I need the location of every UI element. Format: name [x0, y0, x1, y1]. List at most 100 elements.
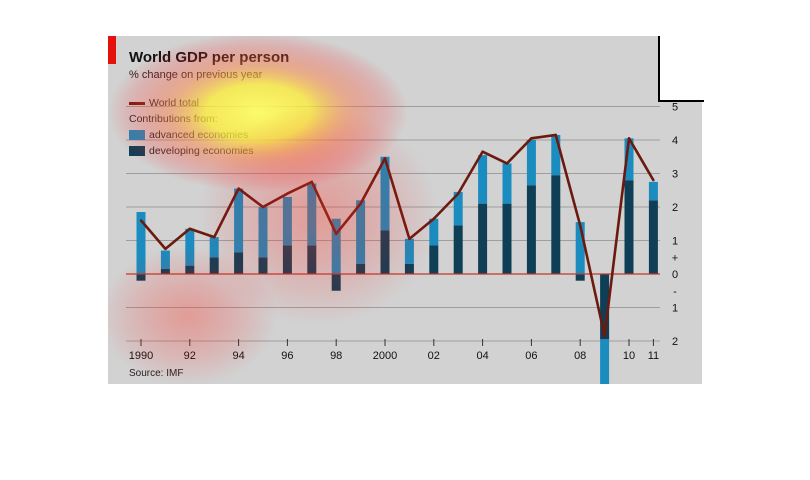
bar-advanced [356, 200, 366, 264]
bar-developing [307, 245, 317, 274]
legend-item-developing: developing economies [129, 144, 329, 158]
bar-developing [624, 180, 634, 274]
legend-label-world-total: World total [149, 97, 199, 109]
x-tick-label: 06 [525, 350, 537, 362]
bar-developing [234, 252, 244, 274]
bar-developing [478, 203, 488, 274]
bar-advanced [136, 212, 146, 274]
legend-item-world-total: World total [129, 96, 329, 110]
y-tick-label: 3 [672, 169, 678, 181]
legend-swatch-advanced [129, 130, 145, 140]
bar-developing [185, 265, 195, 274]
legend-label-advanced: advanced economies [149, 129, 249, 141]
bar-developing [331, 274, 341, 291]
y-tick-label: 4 [672, 135, 678, 147]
corner-frame [658, 36, 704, 102]
world-total-point [627, 137, 631, 140]
x-tick-label: 1990 [129, 350, 153, 362]
world-total-point [139, 219, 143, 222]
chart-title: World GDP per person [129, 49, 290, 66]
y-tick-label: 2 [672, 202, 678, 214]
bar-developing [404, 263, 414, 274]
bar-developing [648, 200, 658, 274]
world-total-point [335, 232, 338, 235]
bar-developing [551, 175, 561, 274]
world-total-point [359, 202, 362, 205]
bar-developing [136, 274, 146, 281]
plot-area: 5 4 3 2 1 +0 - 1 2 1990 92 94 96 98 2000 02 04 06 08 10 11 [126, 102, 678, 384]
bar-advanced [185, 228, 195, 266]
bar-advanced [551, 134, 561, 176]
bar-developing [258, 257, 268, 274]
bar-advanced [624, 138, 634, 181]
bar-developing [575, 274, 585, 281]
legend-group-label: Contributions from: [129, 113, 218, 125]
bar-advanced [575, 222, 585, 274]
bar-advanced [160, 250, 170, 269]
x-tick-label: 10 [623, 350, 635, 362]
world-total-point [530, 137, 533, 140]
bar-developing [209, 257, 219, 274]
x-tick-label: 92 [184, 350, 196, 362]
world-total-point [164, 247, 167, 251]
accent-tag [108, 36, 116, 64]
world-total-point [286, 192, 289, 195]
world-total-point [481, 150, 484, 153]
bar-advanced [404, 238, 414, 264]
legend-line-swatch [129, 102, 145, 105]
chart-subtitle: % change on previous year [129, 69, 263, 81]
bar-advanced [648, 181, 658, 201]
world-total-point [603, 334, 606, 338]
bar-advanced [234, 188, 244, 253]
y-tick-label: + [672, 252, 678, 264]
world-total-point [310, 180, 313, 184]
bar-developing [380, 230, 390, 274]
legend-item-advanced: advanced economies [129, 128, 329, 142]
y-tick-label: - [673, 286, 677, 298]
y-tick-label: 0 [672, 269, 678, 281]
bar-developing [600, 274, 610, 340]
legend-swatch-developing [129, 146, 145, 156]
world-total-point [505, 162, 509, 165]
world-total-point [554, 133, 557, 137]
world-total-point [457, 192, 460, 195]
x-tick-label: 04 [476, 350, 488, 362]
world-total-point [579, 224, 582, 227]
world-total-point [408, 237, 411, 241]
y-tick-label: 1 [672, 303, 678, 315]
bar-advanced [502, 163, 512, 204]
bar-advanced [307, 183, 317, 246]
x-tick-label: 98 [330, 350, 342, 362]
bar-developing [356, 263, 366, 274]
world-total-point [652, 179, 655, 182]
bar-developing [453, 225, 463, 274]
x-tick-label: 02 [428, 350, 440, 362]
x-tick-label: 96 [281, 350, 293, 362]
world-total-point [188, 227, 191, 230]
world-total-point [383, 157, 387, 160]
bar-advanced [600, 339, 610, 384]
bar-advanced [453, 191, 463, 226]
bar-developing [429, 245, 439, 274]
bar-developing [160, 268, 170, 274]
bar-advanced [258, 207, 268, 258]
world-total-point [213, 235, 216, 239]
y-tick-label: 5 [672, 102, 678, 114]
x-tick-label: 08 [574, 350, 586, 362]
y-tick-label: 2 [672, 336, 678, 348]
bar-advanced [209, 237, 219, 258]
bar-developing [502, 203, 512, 274]
legend-group-title: Contributions from: [129, 112, 329, 126]
world-total-point [261, 205, 265, 209]
chart-panel: 5 4 3 2 1 +0 - 1 2 1990 92 94 96 98 2000 02 04 06 08 10 11 W… [108, 36, 702, 384]
bar-developing [526, 185, 536, 274]
bar-advanced [478, 155, 488, 204]
world-total-point [432, 217, 435, 220]
world-total-point [237, 187, 240, 190]
legend-label-developing: developing economies [149, 145, 254, 157]
bar-advanced [282, 196, 292, 246]
bar-developing [282, 245, 292, 274]
source-note: Source: IMF [129, 368, 184, 379]
x-tick-label: 11 [648, 350, 659, 362]
bars [136, 134, 658, 384]
